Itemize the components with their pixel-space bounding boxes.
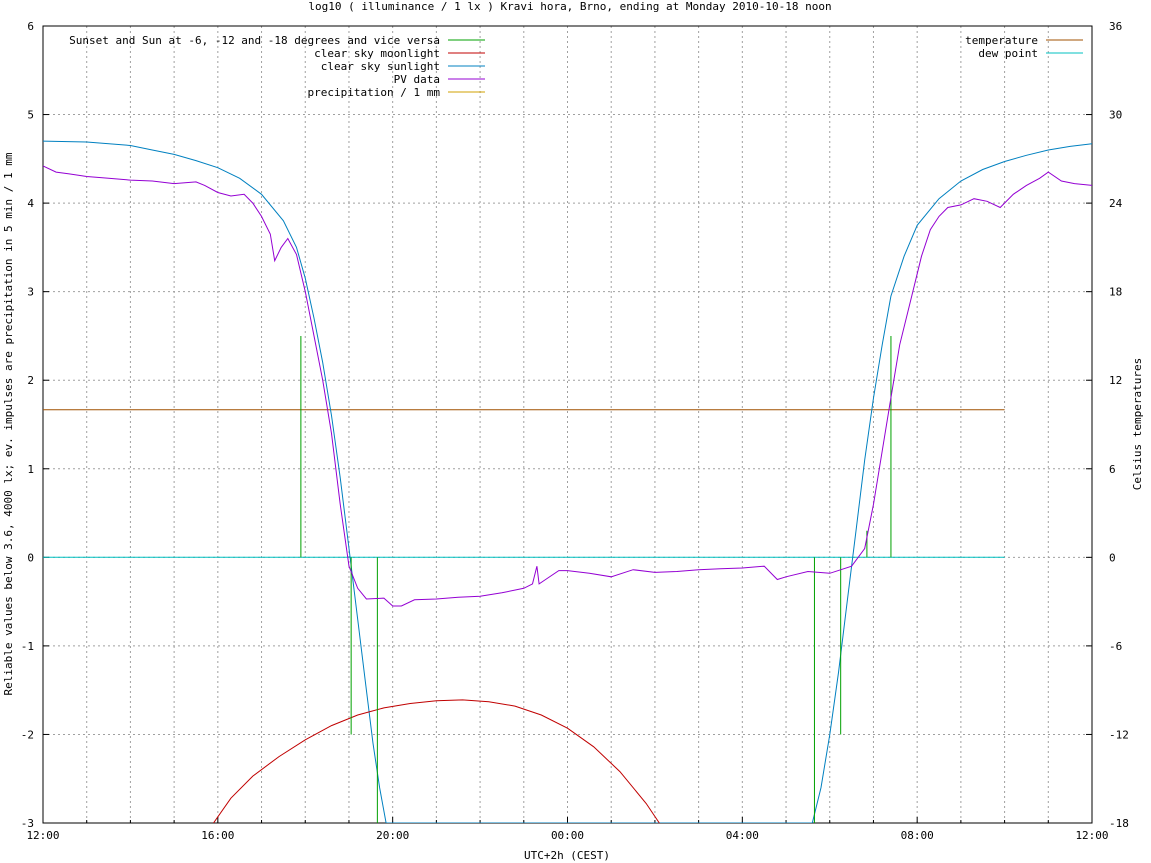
y2-tick-label: 18 bbox=[1109, 286, 1122, 299]
legend-label: precipitation / 1 mm bbox=[308, 86, 441, 99]
y2-tick-label: 36 bbox=[1109, 20, 1122, 33]
y2-tick-label: -6 bbox=[1109, 640, 1122, 653]
legend: Sunset and Sun at -6, -12 and -18 degree… bbox=[69, 34, 1083, 99]
x-tick-label: 16:00 bbox=[201, 829, 234, 842]
legend-label: Sunset and Sun at -6, -12 and -18 degree… bbox=[69, 34, 440, 47]
plot-frame bbox=[42, 25, 1093, 824]
x-tick-label: 08:00 bbox=[901, 829, 934, 842]
y-tick-label: 5 bbox=[27, 109, 34, 122]
y2-axis-label: Celsius temperatures bbox=[1131, 358, 1144, 490]
series-pv-data-line bbox=[43, 165, 1092, 607]
x-tick-label: 12:00 bbox=[26, 829, 59, 842]
y-tick-label: -1 bbox=[21, 640, 34, 653]
x-tick-label: 12:00 bbox=[1075, 829, 1108, 842]
legend-label: clear sky sunlight bbox=[321, 60, 440, 73]
grid bbox=[43, 26, 1092, 823]
series-clear-sky-sunlight-line bbox=[43, 140, 1092, 823]
y2-tick-label: 6 bbox=[1109, 463, 1116, 476]
y-tick-label: 1 bbox=[27, 463, 34, 476]
y2-tick-label: 0 bbox=[1109, 551, 1116, 564]
x-tick-label: 00:00 bbox=[551, 829, 584, 842]
y-tick-label: 4 bbox=[27, 197, 34, 210]
chart-title: log10 ( illuminance / 1 lx ) Kravi hora,… bbox=[308, 0, 831, 13]
y-tick-label: 3 bbox=[27, 286, 34, 299]
series-sunset-and-sun-at-6-12-and-18-degrees-and-vice-versa bbox=[300, 335, 892, 823]
legend-label: temperature bbox=[965, 34, 1038, 47]
series-layer bbox=[43, 140, 1092, 823]
legend-label: dew point bbox=[978, 47, 1038, 60]
x-axis-label: UTC+2h (CEST) bbox=[524, 849, 610, 862]
y2-tick-label: 24 bbox=[1109, 197, 1123, 210]
x-tick-label: 20:00 bbox=[376, 829, 409, 842]
x-tick-label: 04:00 bbox=[726, 829, 759, 842]
y-tick-label: -3 bbox=[21, 817, 34, 830]
y-tick-label: 2 bbox=[27, 374, 34, 387]
y2-tick-label: -12 bbox=[1109, 728, 1129, 741]
y-tick-label: -2 bbox=[21, 728, 34, 741]
legend-label: clear sky moonlight bbox=[314, 47, 440, 60]
y2-tick-label: 12 bbox=[1109, 374, 1122, 387]
series-clear-sky-moonlight-line bbox=[213, 699, 660, 823]
y2-tick-label: -18 bbox=[1109, 817, 1129, 830]
y-tick-label: 0 bbox=[27, 551, 34, 564]
y2-tick-label: 30 bbox=[1109, 109, 1122, 122]
legend-label: PV data bbox=[394, 73, 440, 86]
y-tick-label: 6 bbox=[27, 20, 34, 33]
y-axis-label: Reliable values below 3.6, 4000 lx; ev. … bbox=[2, 152, 15, 695]
